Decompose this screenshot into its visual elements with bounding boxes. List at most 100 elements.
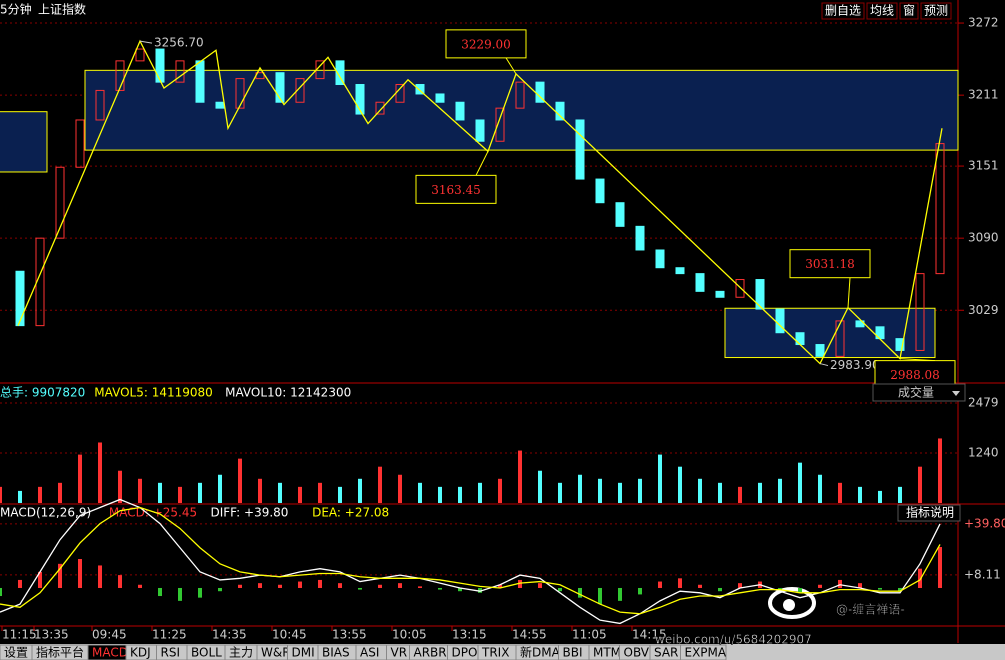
tab[interactable]: DPO — [452, 646, 478, 660]
tab[interactable]: BIAS — [322, 646, 350, 660]
volume-bar — [918, 466, 922, 503]
tab-frame[interactable] — [680, 644, 727, 660]
volume-bar — [178, 486, 182, 503]
annotation-box — [789, 249, 871, 279]
candle — [195, 60, 205, 103]
tab[interactable]: 新DMA — [520, 645, 561, 660]
tab[interactable]: DMI — [292, 646, 315, 660]
toolbar-button-frame[interactable] — [866, 2, 898, 20]
candle — [155, 48, 165, 83]
macd-bar — [38, 571, 42, 588]
macd-bar — [418, 586, 422, 588]
annotation-leader — [819, 363, 829, 367]
tab[interactable]: TRIX — [481, 646, 509, 660]
watermark-url: weibo.com/u/5684202907 — [655, 633, 812, 647]
macd-bar — [458, 587, 462, 592]
toolbar-button-frame[interactable] — [920, 2, 952, 20]
candle — [555, 101, 565, 121]
tab[interactable]: OBV — [624, 646, 650, 660]
x-tick-label: 09:45 — [92, 628, 127, 642]
x-tick-label: 10:05 — [392, 628, 427, 642]
x-tick-label: 11:05 — [572, 628, 607, 642]
volume-bar — [58, 482, 62, 503]
volume-bar — [698, 478, 702, 503]
tab[interactable]: KDJ — [130, 646, 151, 660]
tab[interactable]: ARBR — [414, 646, 447, 660]
toolbar-button-frame[interactable] — [821, 2, 865, 20]
tab[interactable]: RSI — [161, 646, 181, 660]
tab[interactable]: MACD — [92, 646, 128, 660]
macd-bar — [118, 575, 122, 588]
tab[interactable]: MTM — [593, 646, 621, 660]
volume-bar — [718, 482, 722, 503]
tab[interactable]: EXPMA — [685, 646, 727, 660]
candle — [55, 166, 65, 239]
candle — [235, 78, 245, 109]
volume-bar — [398, 474, 402, 503]
candle — [335, 60, 345, 86]
macd-bar — [18, 579, 22, 588]
candle — [675, 267, 685, 275]
volume-bar — [238, 458, 242, 503]
indicator-select[interactable] — [872, 383, 966, 402]
tab[interactable]: BBI — [563, 646, 583, 660]
macd-bar — [158, 587, 162, 597]
tab[interactable]: 指标平台 — [36, 645, 84, 660]
macd-bar — [238, 584, 242, 588]
candle — [895, 338, 905, 351]
candle — [495, 107, 505, 142]
candle — [935, 143, 945, 275]
tab[interactable]: 主力 — [229, 646, 253, 660]
macd-bar — [698, 584, 702, 588]
x-tick-label: 10:45 — [272, 628, 307, 642]
macd-bar — [338, 583, 342, 588]
volume-bar — [0, 486, 2, 503]
range-box — [0, 111, 48, 173]
help-button[interactable] — [897, 504, 961, 522]
macd-bar — [178, 587, 182, 601]
candle — [275, 72, 285, 103]
tab[interactable]: VR — [391, 646, 408, 660]
macd-bar — [0, 587, 2, 597]
macd-bar — [918, 568, 922, 588]
macd-bar — [878, 587, 882, 590]
toolbar-button[interactable]: 预测 — [924, 4, 948, 18]
volume-bar — [598, 478, 602, 503]
toolbar-button-frame[interactable] — [899, 2, 919, 20]
tab[interactable]: BOLL — [191, 646, 222, 660]
x-tick-label: 11:15 — [2, 628, 37, 642]
annotation: 3031.18 — [805, 257, 855, 271]
volume-bar — [298, 486, 302, 503]
tab[interactable]: ASI — [360, 646, 379, 660]
tab[interactable]: 设置 — [4, 646, 28, 660]
candle — [135, 48, 145, 62]
macd-bar — [938, 547, 942, 588]
volume-bar — [538, 470, 542, 503]
tab[interactable]: W&R — [261, 646, 291, 660]
toolbar-button[interactable]: 窗 — [903, 4, 915, 18]
x-tick-label: 14:55 — [512, 628, 547, 642]
volume-bar — [278, 482, 282, 503]
annotation: 2983.90 — [830, 358, 880, 372]
toolbar-button[interactable]: 删自选 — [825, 4, 861, 18]
annotation-leader — [139, 40, 153, 44]
tab[interactable]: SAR — [654, 646, 678, 660]
volume-bar — [758, 482, 762, 503]
x-tick-label: 13:35 — [34, 628, 69, 642]
macd-bar — [558, 587, 562, 592]
candle — [375, 101, 385, 115]
help-button-label[interactable]: 指标说明 — [906, 505, 954, 520]
annotation-leader — [847, 277, 851, 308]
candle — [115, 60, 125, 91]
annotation: 3163.45 — [431, 183, 481, 197]
indicator-select-label[interactable]: 成交量 — [898, 385, 934, 400]
macd-bar — [258, 583, 262, 588]
macd-bar — [718, 587, 722, 592]
macd-bar — [358, 587, 362, 590]
candle — [355, 84, 365, 115]
macd-dea-line — [0, 506, 941, 615]
toolbar-button[interactable]: 均线 — [870, 4, 894, 18]
macd-bar — [798, 587, 802, 593]
volume-header: MAVOL10: 12142300 — [225, 386, 351, 400]
